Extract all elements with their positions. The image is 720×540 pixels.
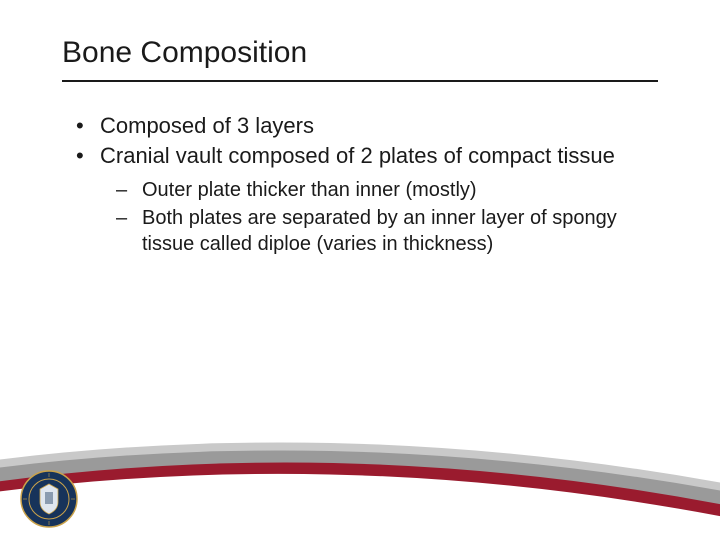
page-title: Bone Composition <box>62 36 307 70</box>
bullet-item: Cranial vault composed of 2 plates of co… <box>72 142 652 170</box>
sub-bullet-item: Outer plate thicker than inner (mostly) <box>88 178 652 204</box>
title-underline <box>62 80 658 82</box>
seal-icon <box>20 470 78 528</box>
bullet-item: Composed of 3 layers <box>72 112 652 140</box>
sub-bullet-item: Both plates are separated by an inner la… <box>88 206 652 257</box>
content-area: Composed of 3 layers Cranial vault compo… <box>72 112 652 259</box>
slide: Bone Composition Composed of 3 layers Cr… <box>0 0 720 540</box>
footer-decoration <box>0 432 720 540</box>
